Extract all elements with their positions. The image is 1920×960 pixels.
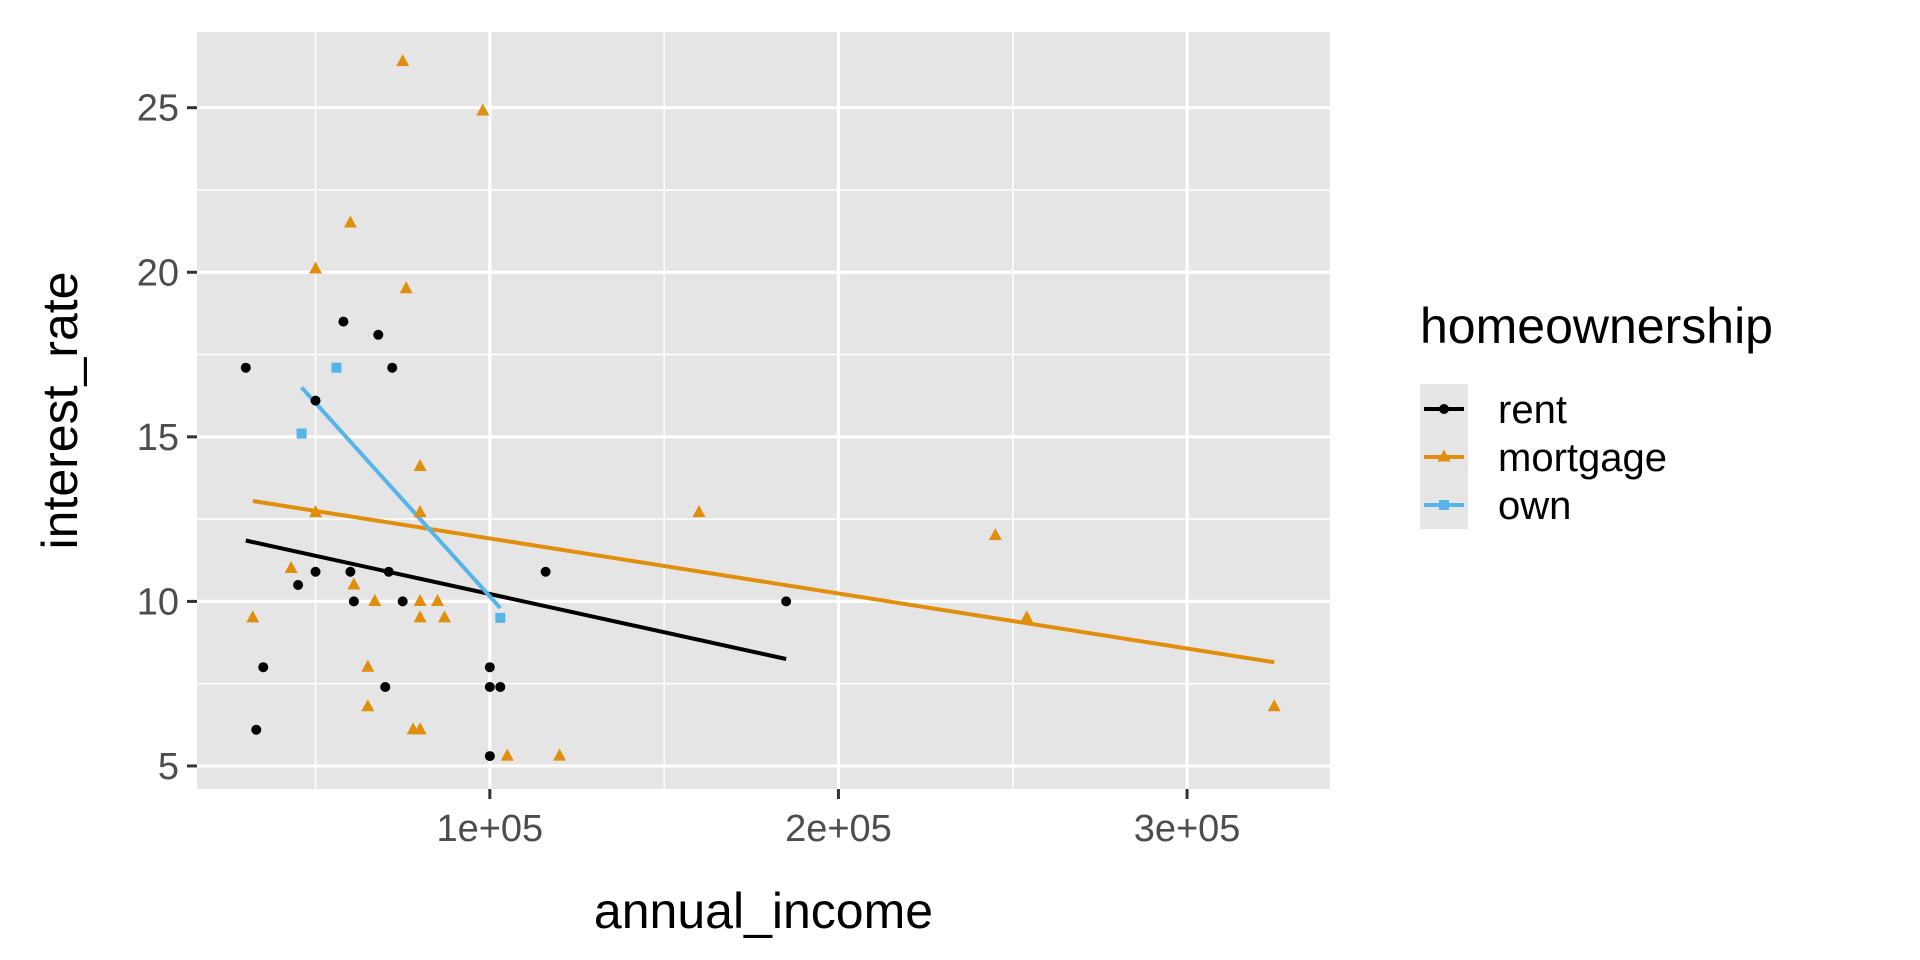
legend-title: homeownership — [1420, 298, 1773, 354]
point-mortgage — [361, 699, 375, 712]
grid-lines — [197, 32, 1330, 789]
point-mortgage — [1267, 699, 1281, 712]
legend-key-marker-rent — [1439, 404, 1449, 414]
point-rent — [484, 681, 495, 692]
legend-label-mortgage: mortgage — [1498, 436, 1667, 480]
point-rent — [348, 596, 359, 607]
point-mortgage — [1020, 610, 1034, 623]
plot-panel — [197, 32, 1330, 789]
point-rent — [484, 662, 495, 673]
point-rent — [373, 329, 384, 340]
y-tick-label: 25 — [137, 88, 179, 130]
point-rent — [338, 316, 349, 327]
point-rent — [293, 579, 304, 590]
y-axis-title: interest_rate — [32, 272, 88, 550]
point-rent — [310, 395, 321, 406]
x-axis-title: annual_income — [594, 883, 933, 939]
point-mortgage — [368, 593, 382, 606]
axes: 1e+05 2e+05 3e+05 5 10 15 20 25 — [137, 88, 1241, 850]
point-rent — [240, 362, 251, 373]
point-rent — [251, 724, 262, 735]
point-mortgage — [309, 261, 323, 274]
data-points — [240, 54, 1281, 762]
point-mortgage — [309, 505, 323, 518]
point-mortgage — [413, 459, 427, 472]
point-mortgage — [246, 610, 260, 623]
point-own — [296, 428, 307, 439]
panel-background — [197, 32, 1330, 789]
point-mortgage — [692, 505, 706, 518]
point-mortgage — [396, 54, 410, 67]
point-rent — [495, 681, 506, 692]
point-mortgage — [413, 505, 427, 518]
y-tick-label: 10 — [137, 581, 179, 623]
point-mortgage — [413, 722, 427, 735]
fit-line-rent — [245, 538, 787, 661]
legend-key-marker-own — [1439, 500, 1449, 510]
point-mortgage — [413, 593, 427, 606]
point-rent — [383, 566, 394, 577]
point-rent — [258, 662, 269, 673]
point-mortgage — [284, 561, 298, 574]
point-mortgage — [438, 610, 452, 623]
point-mortgage — [553, 748, 567, 761]
point-mortgage — [343, 215, 357, 228]
point-mortgage — [347, 577, 361, 590]
point-mortgage — [361, 659, 375, 672]
fit-line-own — [300, 386, 502, 610]
point-mortgage — [431, 593, 445, 606]
point-rent — [387, 362, 398, 373]
x-tick-label: 3e+05 — [1134, 808, 1241, 850]
y-tick-label: 20 — [137, 252, 179, 294]
point-rent — [345, 566, 356, 577]
point-mortgage — [413, 610, 427, 623]
legend-label-rent: rent — [1498, 388, 1567, 432]
point-rent — [310, 566, 321, 577]
legend-label-own: own — [1498, 484, 1571, 528]
x-tick-label: 1e+05 — [436, 808, 543, 850]
fit-lines — [245, 386, 1275, 665]
point-mortgage — [399, 281, 413, 294]
point-mortgage — [500, 748, 514, 761]
point-rent — [540, 566, 551, 577]
point-mortgage — [476, 103, 490, 116]
point-rent — [397, 596, 408, 607]
fit-line-mortgage — [252, 499, 1275, 665]
y-tick-label: 5 — [158, 746, 179, 788]
point-mortgage — [988, 528, 1002, 541]
point-rent — [380, 681, 391, 692]
legend-key-marker-mortgage — [1437, 449, 1451, 462]
point-own — [331, 362, 342, 373]
point-rent — [781, 596, 792, 607]
y-tick-label: 15 — [137, 417, 179, 459]
x-tick-label: 2e+05 — [785, 808, 892, 850]
point-rent — [484, 751, 495, 762]
point-own — [495, 612, 506, 623]
